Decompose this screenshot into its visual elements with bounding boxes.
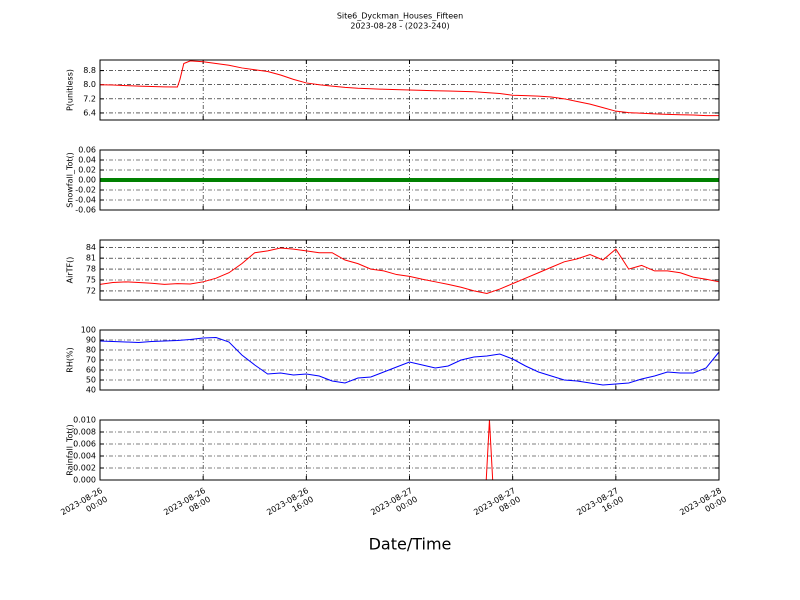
y-tick-label: 0.06 [78,146,96,155]
y-tick-label: 8.0 [83,80,96,89]
y-tick-label: 8.8 [83,66,96,75]
y-tick-label: 0.002 [73,464,96,473]
y-tick-label: -0.02 [75,186,96,195]
y-tick-label: 6.4 [83,108,96,117]
x-axis-label: Date/Time [369,535,452,554]
y-tick-label: 40 [86,386,96,395]
plot-frame [99,419,720,481]
y-tick-label: 7.2 [83,94,96,103]
y-tick-label: 0.008 [73,428,96,437]
data-line [99,60,719,117]
y-tick-label: 0.004 [73,452,96,461]
y-tick-label: 81 [86,254,96,263]
y-axis-label: RH(%) [66,347,75,372]
chart-subtitle: 2023-08-28 - (2023-240) [350,22,449,31]
y-tick-label: 100 [81,326,96,335]
y-tick-label: 0.010 [73,416,96,425]
plot-frame [99,239,720,301]
chart-title: Site6_Dyckman_Houses_Fifteen [337,12,463,21]
y-tick-label: 75 [86,276,96,285]
y-tick-label: 0.04 [78,156,96,165]
y-tick-label: -0.04 [75,196,96,205]
y-tick-label: 90 [86,336,96,345]
y-tick-label: 60 [86,366,96,375]
y-tick-label: 0.00 [78,176,96,185]
y-tick-label: 0.000 [73,476,96,485]
y-axis-label: Rainfall_Tot() [66,424,75,476]
data-line [99,247,720,294]
y-tick-label: 0.006 [73,440,96,449]
y-tick-label: 80 [86,346,96,355]
y-axis-label: P(unitless) [66,69,75,111]
y-tick-label: 78 [86,265,96,274]
plot-frame [99,59,720,121]
y-tick-label: 50 [86,376,96,385]
y-axis-label: AirTF() [66,257,75,284]
y-tick-label: -0.06 [75,206,96,215]
plot-frame [99,329,720,391]
data-line [99,336,720,386]
y-tick-label: 70 [86,356,96,365]
y-tick-label: 0.02 [78,166,96,175]
y-tick-label: 72 [86,286,96,295]
plot-frame [99,149,720,211]
y-axis-label: Snowfall_Tot() [66,152,75,208]
y-tick-label: 84 [86,243,96,252]
